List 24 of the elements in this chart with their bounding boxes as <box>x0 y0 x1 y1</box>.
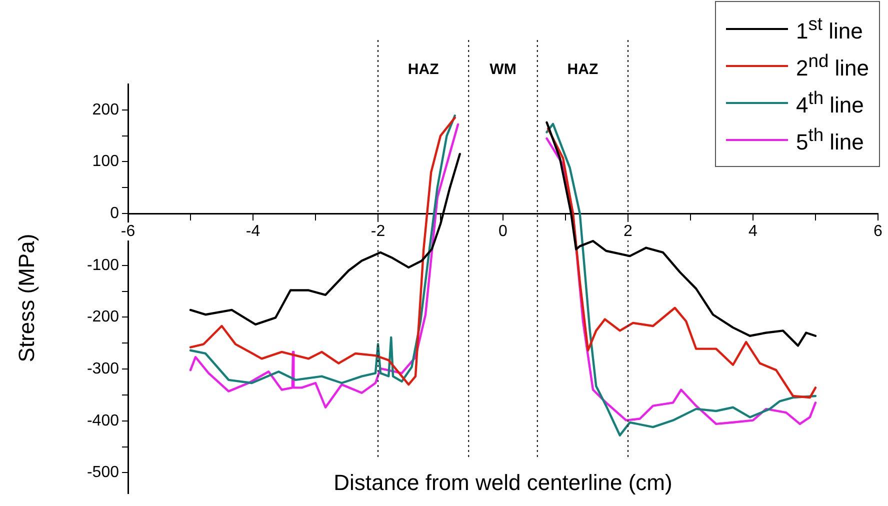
x-tick-label: 0 <box>498 222 508 240</box>
text: HAZ <box>567 61 598 78</box>
x-tick-label: 2 <box>624 222 633 240</box>
legend-label: 4$^{th}$ line <box>796 86 864 118</box>
x-tick-label: -2 <box>370 222 386 240</box>
y-tick-label: 200 <box>92 101 120 118</box>
x-axis-title: Distance from weld centerline (cm) <box>332 470 674 496</box>
x-tick-label: 6 <box>874 222 883 240</box>
x-tick-label: 4 <box>748 222 758 240</box>
y-tick-label: -200 <box>86 308 120 326</box>
y-tick-label: -400 <box>86 412 120 430</box>
legend-label: 5$^{th}$ line <box>796 124 864 156</box>
y-tick-label: -100 <box>86 256 120 274</box>
legend-label: 1$^{st}$ line <box>796 12 863 44</box>
y-tick-label: -500 <box>86 464 120 482</box>
y-tick-label: 0 <box>110 204 120 222</box>
text: HAZ <box>408 61 439 78</box>
y-tick-label: 100 <box>92 153 120 170</box>
text: WM <box>490 61 516 78</box>
legend-label: 2$^{nd}$ line <box>796 50 869 82</box>
y-tick-label: -300 <box>86 360 120 378</box>
x-tick-label: -4 <box>246 222 260 240</box>
x-tick-label: -6 <box>120 222 136 240</box>
y-axis-title: Stress (MPa) <box>14 232 40 364</box>
